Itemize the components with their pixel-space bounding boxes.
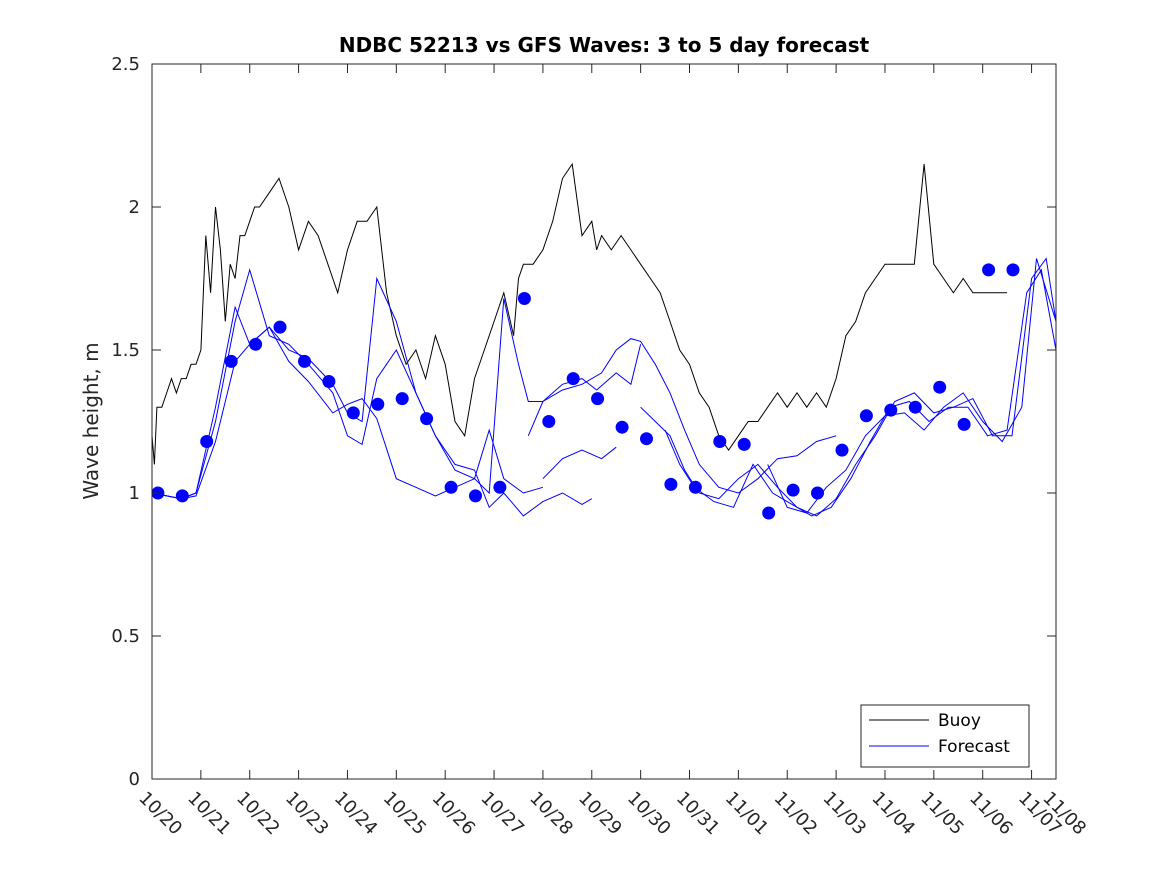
y-tick-label: 0.5 [111, 626, 140, 647]
forecast-marker [713, 435, 727, 448]
forecast-marker [737, 437, 751, 451]
forecast-marker [566, 372, 580, 386]
forecast-run-line-8 [767, 258, 1057, 514]
y-tick-label: 1 [129, 483, 140, 504]
forecast-marker [444, 480, 458, 494]
forecast-run-line-7 [664, 268, 1057, 517]
forecast-marker [933, 380, 947, 394]
forecast-marker [371, 397, 385, 411]
y-tick-label: 2.5 [111, 54, 140, 75]
forecast-marker [786, 483, 800, 497]
forecast-marker [542, 415, 556, 428]
legend-forecast-label: Forecast [938, 737, 1010, 757]
forecast-run-line-5 [542, 446, 617, 480]
legend-buoy-label: Buoy [938, 711, 981, 731]
forecast-marker [493, 480, 507, 494]
forecast-marker [224, 354, 238, 368]
forecast-marker [762, 506, 776, 520]
axes-background [152, 64, 1056, 779]
forecast-marker [420, 412, 434, 426]
legend-box [860, 704, 1030, 768]
forecast-marker [688, 480, 702, 494]
axes-box [151, 63, 1057, 780]
forecast-marker [811, 486, 824, 500]
forecast-marker [664, 477, 678, 491]
forecast-marker [908, 400, 922, 414]
forecast-marker [982, 263, 996, 277]
forecast-marker [1006, 263, 1020, 277]
forecast-marker [200, 435, 214, 448]
forecast-marker [322, 375, 336, 388]
forecast-marker [249, 337, 263, 351]
forecast-marker [591, 392, 605, 406]
chart-title: NDBC 52213 vs GFS Waves: 3 to 5 day fore… [339, 33, 870, 57]
forecast-marker [957, 417, 971, 431]
forecast-marker [395, 392, 409, 406]
forecast-marker [859, 409, 873, 423]
forecast-marker [517, 292, 531, 305]
forecast-marker [175, 489, 189, 503]
y-tick-label: 1.5 [111, 340, 140, 361]
y-axis: 0 0.5 1 1.5 2 2.5 [111, 54, 1056, 790]
forecast-marker [298, 354, 311, 368]
forecast-run-line-2 [151, 268, 544, 500]
y-axis-label: Wave height, m [79, 342, 103, 499]
buoy-series-line [151, 162, 1008, 465]
forecast-run-line-4 [527, 338, 837, 494]
forecast-marker [273, 320, 287, 334]
forecast-marker [615, 420, 629, 434]
y-tick-label: 0 [129, 769, 140, 790]
y-tick-label: 2 [129, 197, 140, 218]
series-layer [151, 162, 1057, 520]
forecast-marker [835, 443, 849, 457]
legend: Buoy Forecast [860, 704, 1030, 768]
forecast-run-line-1 [151, 276, 593, 517]
forecast-marker [469, 489, 482, 503]
forecast-marker [346, 406, 360, 420]
forecast-marker [884, 403, 898, 417]
forecast-marker [640, 432, 653, 446]
